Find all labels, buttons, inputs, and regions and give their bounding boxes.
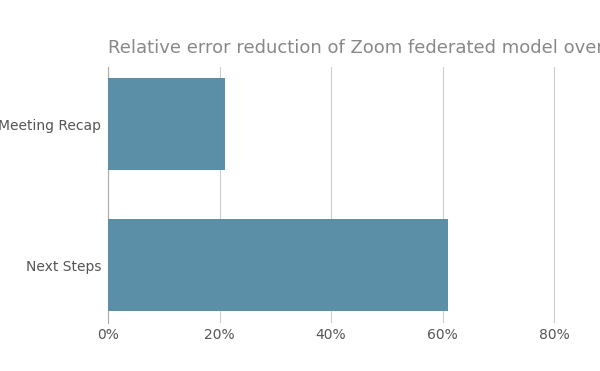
- Bar: [108, 220, 448, 311]
- Text: Relative error reduction of Zoom federated model over GPT-4: Relative error reduction of Zoom federat…: [108, 39, 600, 57]
- Bar: [108, 78, 225, 170]
